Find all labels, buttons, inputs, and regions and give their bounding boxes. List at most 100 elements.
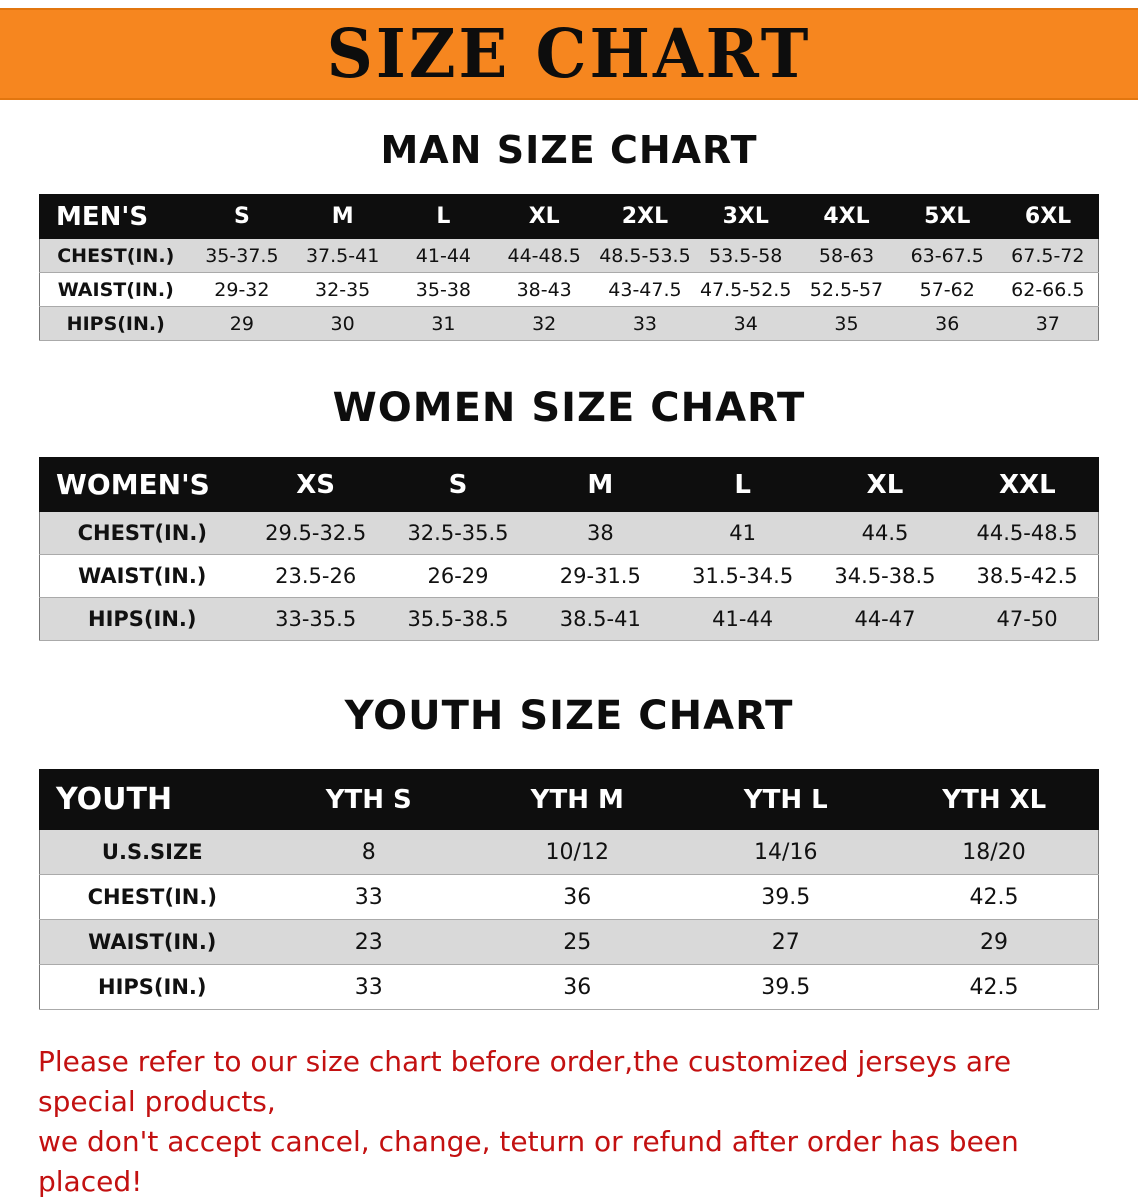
measure-label-cell: CHEST(IN.) [39, 874, 265, 920]
size-column-header: M [528, 457, 672, 512]
table-header-row: MEN'S S M L XL 2XL 3XL 4XL 5XL 6XL [39, 194, 1099, 239]
size-value-cell: 14/16 [681, 829, 890, 875]
size-column-header: L [670, 457, 815, 512]
size-value-cell: 48.5-53.5 [594, 238, 696, 273]
size-value-cell: 29 [191, 306, 293, 341]
size-value-cell: 34 [695, 306, 797, 341]
size-value-cell: 44-47 [813, 597, 957, 641]
measure-label-cell: WAIST(IN.) [39, 919, 265, 965]
table-header-row: YOUTH YTH S YTH M YTH L YTH XL [39, 769, 1099, 830]
measure-label-cell: CHEST(IN.) [39, 238, 192, 273]
table-row: U.S.SIZE 8 10/12 14/16 18/20 [39, 829, 1099, 875]
size-value-cell: 63-67.5 [896, 238, 998, 273]
size-value-cell: 27 [681, 919, 890, 965]
size-value-cell: 44-48.5 [493, 238, 595, 273]
size-value-cell: 44.5-48.5 [956, 511, 1099, 555]
size-value-cell: 23.5-26 [244, 554, 387, 598]
size-value-cell: 34.5-38.5 [813, 554, 957, 598]
size-column-header: YTH L [681, 769, 891, 830]
size-value-cell: 25 [473, 919, 682, 965]
size-column-header: XS [243, 457, 388, 512]
size-value-cell: 23 [264, 919, 473, 965]
measure-label-cell: HIPS(IN.) [39, 306, 192, 341]
size-value-cell: 37.5-41 [292, 238, 394, 273]
size-column-header: YTH M [472, 769, 682, 830]
size-value-cell: 58-63 [796, 238, 897, 273]
size-column-header: XL [493, 194, 596, 239]
page-title: SIZE CHART [326, 14, 812, 94]
size-value-cell: 18/20 [890, 829, 1099, 875]
size-chart-banner: SIZE CHART [0, 8, 1138, 100]
table-group-label: WOMEN'S [39, 457, 245, 512]
table-group-label: MEN'S [39, 194, 192, 239]
size-value-cell: 53.5-58 [695, 238, 797, 273]
size-value-cell: 41-44 [393, 238, 494, 273]
table-row: CHEST(IN.) 33 36 39.5 42.5 [39, 874, 1099, 920]
size-value-cell: 43-47.5 [594, 272, 696, 307]
size-value-cell: 35-37.5 [191, 238, 293, 273]
size-column-header: XL [813, 457, 957, 512]
table-row: WAIST(IN.) 29-32 32-35 35-38 38-43 43-47.5 47.… [39, 272, 1099, 307]
size-value-cell: 62-66.5 [997, 272, 1099, 307]
table-row: CHEST(IN.) 29.5-32.5 32.5-35.5 38 41 44.5 44.5… [39, 511, 1099, 555]
youth-size-table: YOUTH YTH S YTH M YTH L YTH XL U.S.SIZE 8 10/12… [39, 769, 1099, 1010]
size-value-cell: 67.5-72 [997, 238, 1099, 273]
size-value-cell: 29-31.5 [529, 554, 672, 598]
size-value-cell: 38.5-42.5 [956, 554, 1099, 598]
disclaimer-line-1: Please refer to our size chart before or… [38, 1045, 1012, 1118]
size-value-cell: 29 [890, 919, 1099, 965]
size-value-cell: 36 [896, 306, 998, 341]
table-header-row: WOMEN'S XS S M L XL XXL [39, 457, 1100, 512]
size-value-cell: 42.5 [890, 964, 1099, 1010]
men-size-table: MEN'S S M L XL 2XL 3XL 4XL 5XL 6XL CHEST(IN.) 35-37… [39, 194, 1099, 341]
size-value-cell: 32 [493, 306, 595, 341]
size-value-cell: 29-32 [191, 272, 293, 307]
size-value-cell: 57-62 [896, 272, 998, 307]
size-value-cell: 29.5-32.5 [244, 511, 387, 555]
measure-label-cell: HIPS(IN.) [39, 964, 265, 1010]
youth-size-chart-heading: YOUTH SIZE CHART [344, 693, 794, 739]
size-value-cell: 39.5 [681, 874, 890, 920]
measure-label-cell: HIPS(IN.) [39, 597, 245, 641]
size-column-header: 4XL [795, 194, 898, 239]
size-value-cell: 32-35 [292, 272, 394, 307]
size-value-cell: 33 [264, 964, 473, 1010]
size-column-header: M [291, 194, 394, 239]
size-value-cell: 38 [529, 511, 672, 555]
size-value-cell: 37 [997, 306, 1099, 341]
women-size-chart-heading: WOMEN SIZE CHART [332, 385, 806, 431]
size-column-header: S [386, 457, 530, 512]
size-column-header: YTH XL [889, 769, 1099, 830]
table-row: HIPS(IN.) 33 36 39.5 42.5 [39, 964, 1099, 1010]
size-value-cell: 33 [594, 306, 696, 341]
size-value-cell: 26-29 [386, 554, 530, 598]
table-row: WAIST(IN.) 23 25 27 29 [39, 919, 1099, 965]
size-value-cell: 39.5 [681, 964, 890, 1010]
women-size-table: WOMEN'S XS S M L XL XXL CHEST(IN.) 29.5-32.5 32.5… [39, 457, 1100, 641]
size-value-cell: 41-44 [671, 597, 814, 641]
disclaimer-text: Please refer to our size chart before or… [38, 1042, 1100, 1202]
table-row: HIPS(IN.) 29 30 31 32 33 34 35 36 37 [39, 306, 1099, 341]
size-column-header: L [392, 194, 495, 239]
size-value-cell: 30 [292, 306, 394, 341]
size-column-header: XXL [955, 457, 1100, 512]
table-row: WAIST(IN.) 23.5-26 26-29 29-31.5 31.5-34.5 34… [39, 554, 1099, 598]
size-value-cell: 41 [671, 511, 814, 555]
disclaimer-line-2: we don't accept cancel, change, teturn o… [38, 1125, 1019, 1198]
size-value-cell: 35-38 [393, 272, 494, 307]
size-value-cell: 47.5-52.5 [695, 272, 797, 307]
man-size-chart-heading: MAN SIZE CHART [380, 128, 758, 172]
size-value-cell: 47-50 [956, 597, 1099, 641]
size-value-cell: 32.5-35.5 [386, 511, 530, 555]
size-value-cell: 38.5-41 [529, 597, 672, 641]
size-value-cell: 42.5 [890, 874, 1099, 920]
size-value-cell: 31.5-34.5 [671, 554, 814, 598]
size-value-cell: 33 [264, 874, 473, 920]
size-column-header: 5XL [896, 194, 999, 239]
size-value-cell: 36 [473, 874, 682, 920]
size-value-cell: 35 [796, 306, 897, 341]
size-value-cell: 44.5 [813, 511, 957, 555]
table-row: HIPS(IN.) 33-35.5 35.5-38.5 38.5-41 41-44 44-… [39, 597, 1099, 641]
measure-label-cell: WAIST(IN.) [39, 272, 192, 307]
measure-label-cell: CHEST(IN.) [39, 511, 245, 555]
